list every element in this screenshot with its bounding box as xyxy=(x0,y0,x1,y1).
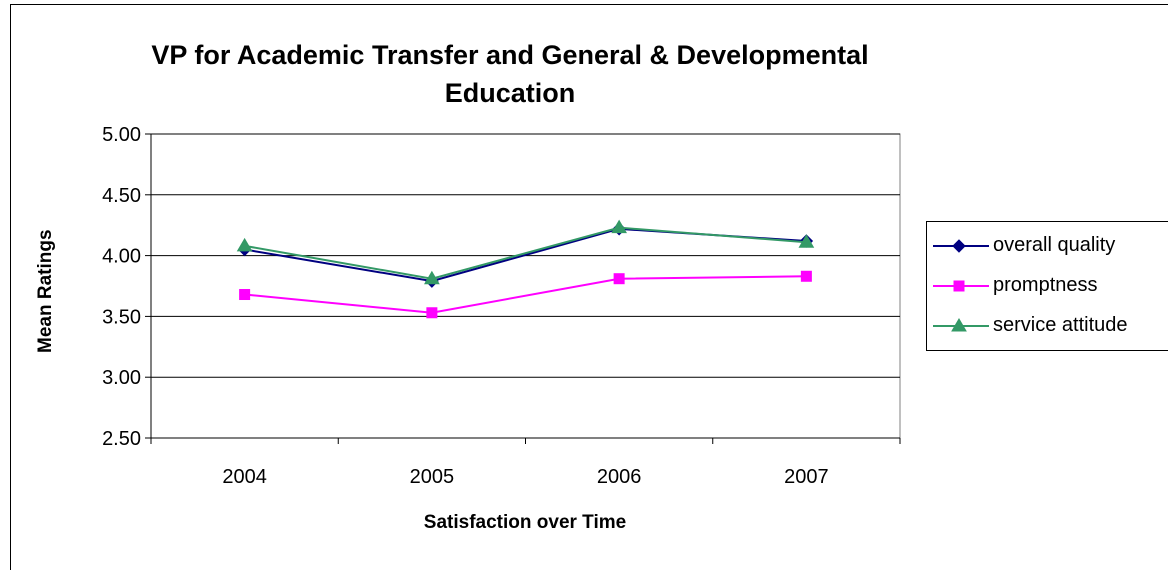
legend-marker xyxy=(952,239,966,253)
series-line-service-attitude xyxy=(244,226,807,280)
x-tick-label: 2006 xyxy=(597,466,642,488)
data-point-promptness xyxy=(426,307,438,319)
x-axis-label: Satisfaction over Time xyxy=(423,512,627,533)
legend-label: promptness xyxy=(993,274,1098,296)
y-axis-label: Mean Ratings xyxy=(35,229,56,353)
data-point-service-attitude xyxy=(798,234,815,248)
chart-title-line2: Education xyxy=(444,78,576,108)
data-point-service-attitude xyxy=(611,219,627,234)
legend-swatch-service-attitude xyxy=(933,318,989,332)
data-point-service-attitude xyxy=(236,237,253,252)
legend-item-promptness: promptness xyxy=(927,271,1168,301)
legend-swatch-overall-quality xyxy=(933,239,989,253)
legend-swatch-promptness xyxy=(933,280,989,292)
data-point-promptness xyxy=(800,270,812,282)
data-point-promptness xyxy=(613,273,625,285)
series-line-promptness xyxy=(244,275,807,314)
x-tick-label: 2007 xyxy=(784,466,829,488)
y-tick-label: 4.50 xyxy=(102,185,141,207)
data-point-service-attitude xyxy=(424,270,440,285)
chart-title-line1: VP for Academic Transfer and General & D… xyxy=(151,40,869,70)
legend-marker xyxy=(953,280,965,292)
legend-label: service attitude xyxy=(993,314,1128,336)
legend: overall quality promptness service attit… xyxy=(926,221,1168,351)
data-point-promptness xyxy=(239,289,251,301)
y-tick-label: 3.50 xyxy=(102,306,141,328)
legend-label: overall quality xyxy=(993,234,1116,256)
y-tick-label: 2.50 xyxy=(102,428,141,450)
x-tick-label: 2004 xyxy=(222,466,267,488)
legend-marker xyxy=(951,318,967,332)
y-tick-label: 3.00 xyxy=(102,367,141,389)
legend-item-service-attitude: service attitude xyxy=(927,311,1168,341)
y-tick-label: 5.00 xyxy=(102,124,141,146)
legend-item-overall-quality: overall quality xyxy=(927,231,1168,261)
chart-frame xyxy=(10,4,1168,570)
plot-area xyxy=(150,133,901,439)
y-tick-label: 4.00 xyxy=(102,246,141,268)
x-tick-label: 2005 xyxy=(410,466,455,488)
